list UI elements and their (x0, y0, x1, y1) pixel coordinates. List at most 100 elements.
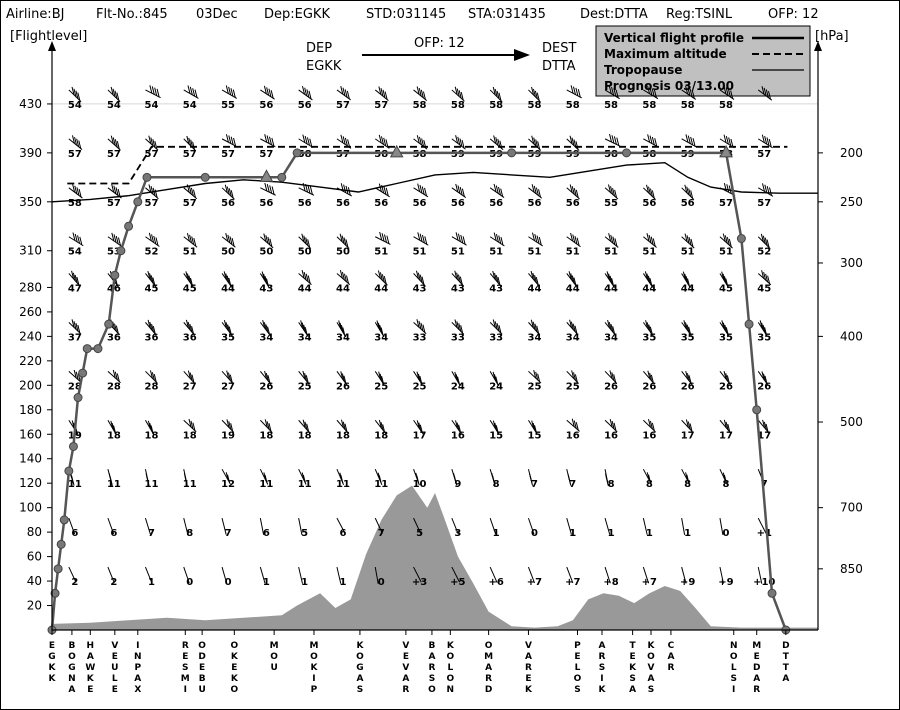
wind-barb-feather (307, 275, 311, 284)
wind-barb-feather (147, 319, 151, 329)
wind-barb-feather (418, 320, 422, 330)
wind-barb-shaft (489, 187, 505, 198)
wind-barb-feather (188, 418, 192, 428)
wind-barb-feather (453, 473, 457, 482)
wind-barb-shaft (604, 187, 619, 200)
wind-temperature: +1 (757, 528, 772, 539)
wind-barb-shaft (145, 89, 161, 99)
wind-barb-shaft (68, 322, 82, 335)
wind-barb-feather (232, 89, 236, 98)
wind-barb-feather (687, 135, 691, 144)
legend-vertical-profile: Vertical flight profile (604, 31, 744, 45)
wind-barb-feather (340, 419, 344, 428)
wind-barb-feather (111, 232, 115, 241)
wind-temperature: 18 (259, 430, 273, 441)
wind-barb-feather (227, 234, 231, 243)
wind-barb-feather (721, 320, 725, 329)
profile-waypoint-marker (389, 144, 404, 158)
waypoint-letter: A (753, 674, 760, 684)
waypoint-letter: W (85, 663, 95, 673)
wind-barb-feather (532, 422, 536, 432)
wind-temperature: 51 (566, 247, 580, 258)
wind-barb-shaft (298, 138, 314, 149)
wind-barb-feather (762, 235, 766, 244)
wind-barb-feather (110, 135, 114, 144)
wind-barb-feather (535, 277, 539, 286)
wind-barb-feather (228, 277, 232, 287)
wind-temperature: 50 (259, 247, 273, 258)
wind-temperature: +6 (488, 577, 503, 588)
wind-barb-feather (685, 370, 689, 380)
wind-barb-feather (156, 88, 160, 98)
waypoint-letter: A (667, 652, 674, 662)
wind-barb-feather (304, 421, 308, 430)
wind-temperature: 34 (374, 332, 388, 343)
wind-barb-feather (341, 235, 345, 244)
wind-barb-feather (150, 425, 154, 434)
wind-barb-shaft (451, 236, 467, 246)
wind-barb-feather (148, 135, 152, 144)
wind-barb-feather (421, 186, 425, 195)
waypoint-letter: E (112, 652, 118, 662)
wind-temperature: 58 (413, 149, 427, 160)
wind-barb-shaft (336, 89, 351, 101)
wind-barb-feather (153, 374, 157, 383)
wind-barb-feather (648, 474, 652, 483)
waypoint-letter: O (647, 652, 655, 662)
profile-point-marker (752, 405, 762, 415)
wind-barb-feather (498, 325, 502, 334)
wind-temperature: 11 (68, 479, 82, 490)
wind-temperature: 58 (719, 100, 733, 111)
wind-temperature: 11 (336, 479, 350, 490)
wind-barb-feather (264, 370, 268, 380)
waypoint-letter: O (68, 652, 76, 662)
wind-barb-feather (461, 188, 465, 197)
wind-barb-shaft (719, 89, 735, 100)
wind-temperature: 57 (259, 149, 273, 160)
waypoint-letter: K (231, 674, 239, 684)
wind-barb-feather (77, 324, 81, 334)
profile-lines-layer (47, 144, 818, 635)
wind-temperature: 5 (301, 528, 308, 539)
wind-barb-feather (530, 319, 534, 328)
waypoint-letter: R (525, 663, 532, 673)
wind-barb-shaft (68, 138, 83, 150)
wind-barb-feather (494, 321, 498, 330)
wind-barb-feather (152, 277, 156, 286)
wind-barb-shaft (68, 236, 84, 247)
wind-barb-feather (76, 138, 80, 147)
wind-temperature: 16 (566, 430, 580, 441)
wind-barb-feather (343, 237, 347, 246)
waypoint-letter: E (199, 663, 205, 673)
wind-barb-feather (687, 278, 691, 287)
wind-barb-feather (723, 370, 727, 380)
wind-barb-feather (492, 319, 496, 328)
wind-barb-feather (724, 235, 728, 244)
wind-temperature: 56 (374, 198, 388, 209)
wind-temperature: 35 (221, 332, 235, 343)
wind-barb-feather (573, 277, 577, 286)
wind-temperature: 45 (719, 283, 733, 294)
wind-temperature: 25 (374, 381, 388, 392)
waypoint-letter: U (270, 663, 277, 673)
wind-barb-feather (416, 420, 420, 429)
waypoint-letter: V (402, 641, 409, 651)
wind-temperature: 57 (107, 198, 121, 209)
wind-barb-feather (645, 320, 649, 329)
wind-barb-feather (346, 90, 350, 100)
waypoint-letter: A (782, 674, 789, 684)
waypoint-letter: L (731, 663, 737, 673)
wind-barb-feather (269, 185, 273, 194)
wind-barb-feather (271, 137, 275, 147)
wind-barb-feather (767, 275, 771, 284)
wind-barb-feather (608, 233, 612, 242)
wind-barb-feather (305, 375, 309, 384)
wind-barb-feather (609, 370, 613, 379)
wind-temperature: +10 (753, 577, 775, 588)
waypoint-letter: D (198, 652, 205, 662)
legend-prognosis: Prognosis 03/13.00 (604, 79, 734, 93)
wind-barb-feather (492, 371, 496, 381)
wind-barb-feather (111, 423, 115, 432)
wind-barb-feather (378, 371, 382, 380)
